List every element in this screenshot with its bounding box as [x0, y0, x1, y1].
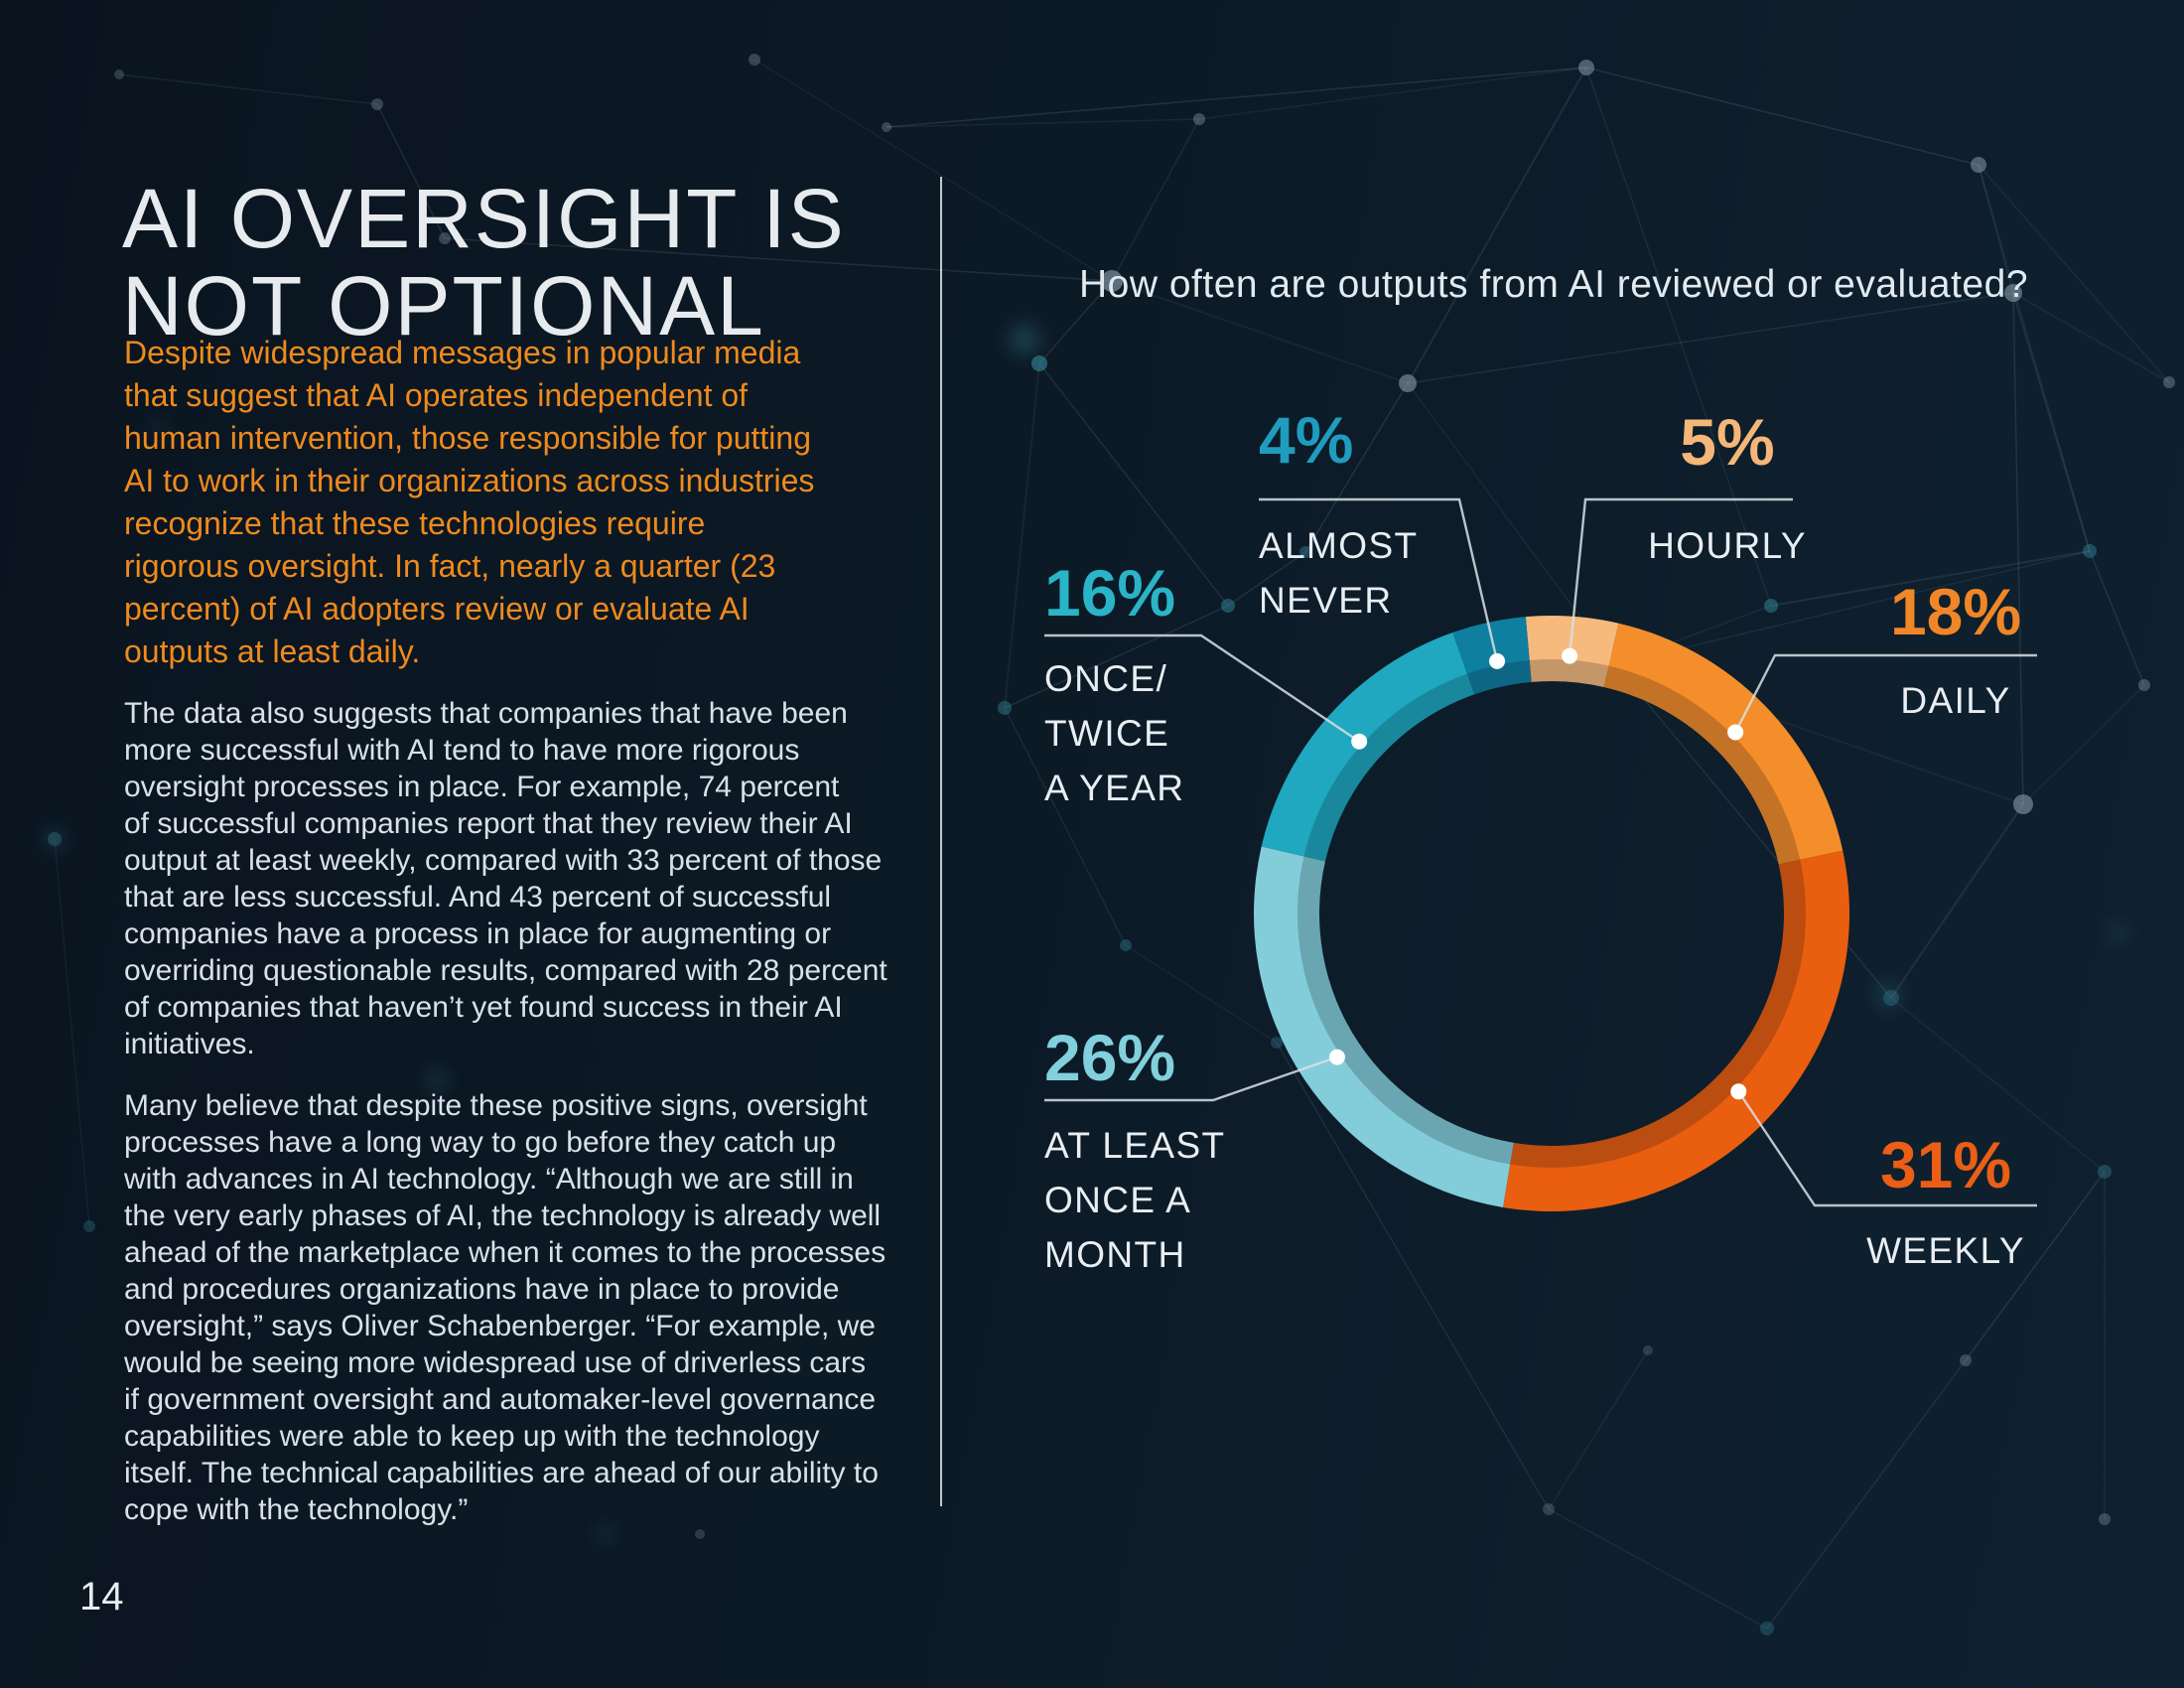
callout-weekly: 31% WEEKLY: [1866, 1132, 2025, 1278]
callout-daily: 18% DAILY: [1890, 579, 2021, 728]
callout-line: [1568, 497, 1793, 656]
callout-dot: [1489, 652, 1506, 669]
body-paragraph-1: The data also suggests that companies th…: [124, 697, 887, 1060]
category-label-daily: DAILY: [1900, 680, 2011, 721]
callout-dot: [1351, 733, 1368, 750]
callout-dot: [1727, 724, 1744, 741]
percent-value-daily: 18%: [1889, 575, 2022, 648]
donut-segment-daily: [1603, 623, 1843, 865]
chart-title: How often are outputs from AI reviewed o…: [1078, 263, 2029, 306]
callout-line: [1044, 633, 1360, 743]
page-title: AI OVERSIGHT IS NOT OPTIONAL: [122, 172, 846, 352]
donut-inner-shadow: [1297, 659, 1806, 1168]
category-label-month: AT LEAST ONCE A MONTH: [1044, 1125, 1226, 1275]
callout-line: [1737, 1090, 2037, 1207]
callout-at-least-once-a-month: 26% AT LEAST ONCE A MONTH: [1044, 1025, 1226, 1282]
category-label-year: ONCE/ TWICE A YEAR: [1044, 658, 1185, 808]
callout-line: [1259, 497, 1499, 662]
category-label-hourly: HOURLY: [1648, 525, 1807, 566]
callout-hourly: 5% HOURLY: [1648, 409, 1807, 573]
callout-line: [1044, 1055, 1338, 1102]
percent-value-month: 26%: [1044, 1021, 1176, 1094]
percent-value-hourly: 5%: [1680, 405, 1775, 479]
donut-segment-at-least-once-a-month: [1254, 846, 1514, 1207]
callout-dot: [1730, 1083, 1747, 1100]
percent-value-never: 4%: [1259, 403, 1354, 477]
callout-line: [1734, 653, 2037, 733]
donut-segment-once-twice-a-year: [1261, 633, 1475, 862]
percent-value-year: 16%: [1044, 556, 1176, 630]
callout-dot: [1562, 647, 1578, 664]
lead-paragraph: Despite widespread messages in popular m…: [124, 335, 815, 669]
percent-value-weekly: 31%: [1879, 1128, 2012, 1201]
category-label-weekly: WEEKLY: [1866, 1230, 2025, 1271]
body-paragraph-2: Many believe that despite these positive…: [124, 1089, 887, 1526]
callout-almost-never: 4% ALMOST NEVER: [1259, 407, 1419, 628]
page-number: 14: [79, 1575, 124, 1618]
callout-once-twice-a-year: 16% ONCE/ TWICE A YEAR: [1044, 560, 1184, 815]
column-divider: [940, 177, 942, 1506]
category-label-never: ALMOST NEVER: [1259, 525, 1419, 621]
donut-segment-weekly: [1503, 850, 1849, 1211]
callout-dot: [1328, 1049, 1345, 1065]
